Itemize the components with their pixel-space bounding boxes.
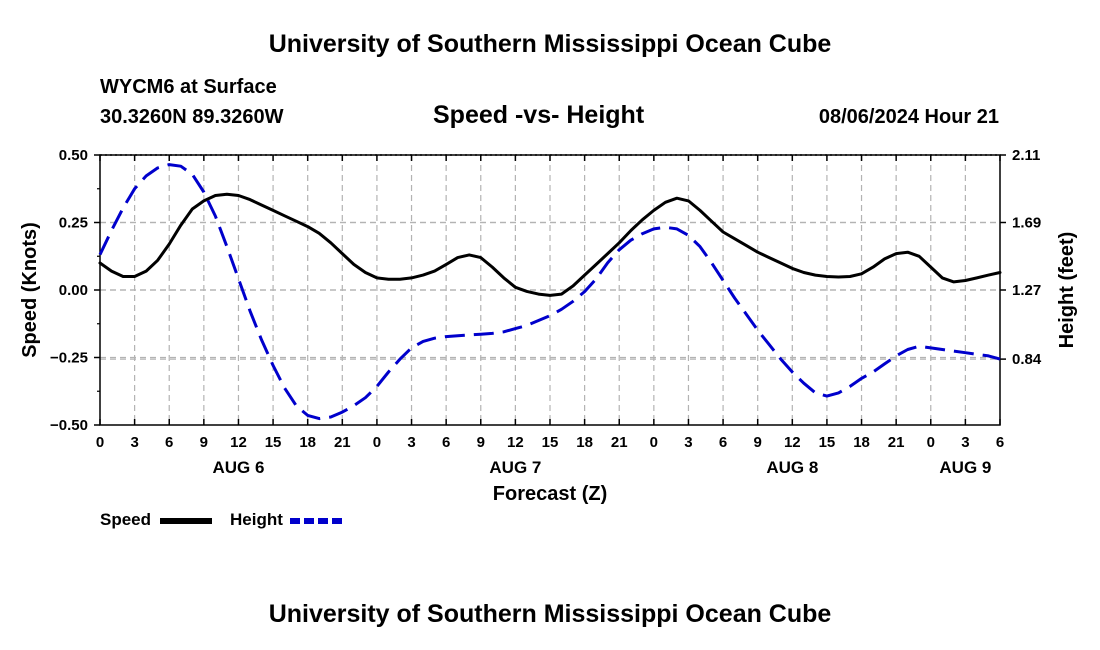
axis-ticks: 0 3 6 9 12 15 18 21 0 3 6 9 12 15 18 21 0 3 6 9 12 15 18 21 0 3 6A… [50, 147, 1042, 477]
y-tick-label: 0.25 [59, 215, 88, 232]
x-tick-label: 9 [200, 434, 208, 451]
y-tick-label: 0.50 [59, 147, 88, 164]
x-tick-label: 21 [888, 434, 905, 451]
x-tick-label: 21 [334, 434, 351, 451]
x-tick-label: 3 [130, 434, 138, 451]
x-tick-label: 6 [442, 434, 450, 451]
x-day-label: AUG 9 [939, 458, 991, 477]
x-tick-label: 18 [299, 434, 316, 451]
x-tick-label: 12 [230, 434, 247, 451]
series-line-speed [98, 192, 1002, 297]
x-tick-label: 9 [754, 434, 762, 451]
y2-tick-label: 2.11 [1012, 147, 1040, 164]
x-day-label: AUG 7 [489, 458, 541, 477]
x-tick-label: 12 [507, 434, 524, 451]
legend-speed-swatch [160, 518, 212, 524]
station-label: WYCM6 at Surface [100, 76, 277, 98]
x-day-label: AUG 6 [212, 458, 264, 477]
x-tick-label: 18 [576, 434, 593, 451]
y-tick-label: −0.25 [50, 350, 88, 367]
legend-speed-label: Speed [100, 510, 152, 529]
y2-tick-label: 0.84 [1012, 351, 1042, 368]
x-tick-label: 18 [853, 434, 870, 451]
x-tick-label: 15 [542, 434, 559, 451]
series-line-height [98, 163, 1001, 421]
x-tick-label: 21 [611, 434, 628, 451]
coordinates-label: 30.3260N 89.3260W [100, 106, 284, 128]
x-tick-label: 0 [373, 434, 381, 451]
timestamp-label: 08/06/2024 Hour 21 [818, 106, 999, 128]
x-tick-label: 6 [996, 434, 1004, 451]
x-tick-label: 15 [265, 434, 282, 451]
page-title: University of Southern Mississippi Ocean… [268, 30, 832, 58]
y-tick-label: 0.00 [59, 282, 88, 299]
y-tick-label: −0.50 [50, 417, 88, 434]
x-day-label: AUG 8 [766, 458, 818, 477]
y-axis-label: Speed (Knots) [19, 222, 41, 358]
x-tick-label: 6 [165, 434, 173, 451]
footer-title: University of Southern Mississippi Ocean… [268, 600, 832, 628]
x-tick-label: 3 [407, 434, 415, 451]
x-tick-label: 15 [819, 434, 836, 451]
x-tick-label: 3 [961, 434, 969, 451]
y2-tick-label: 1.27 [1012, 282, 1041, 299]
x-tick-label: 0 [650, 434, 658, 451]
y2-tick-label: 1.69 [1012, 215, 1041, 232]
x-tick-label: 9 [477, 434, 485, 451]
legend-height-label: Height [230, 510, 283, 529]
x-tick-label: 12 [784, 434, 801, 451]
y2-axis-label: Height (feet) [1056, 232, 1078, 349]
series-lines [98, 163, 1002, 421]
x-tick-label: 6 [719, 434, 727, 451]
x-tick-label: 3 [684, 434, 692, 451]
x-tick-label: 0 [96, 434, 104, 451]
chart-title: Speed -vs- Height [433, 101, 645, 129]
x-tick-label: 0 [927, 434, 935, 451]
legend-height-swatch [290, 518, 342, 524]
x-axis-label: Forecast (Z) [493, 483, 607, 505]
